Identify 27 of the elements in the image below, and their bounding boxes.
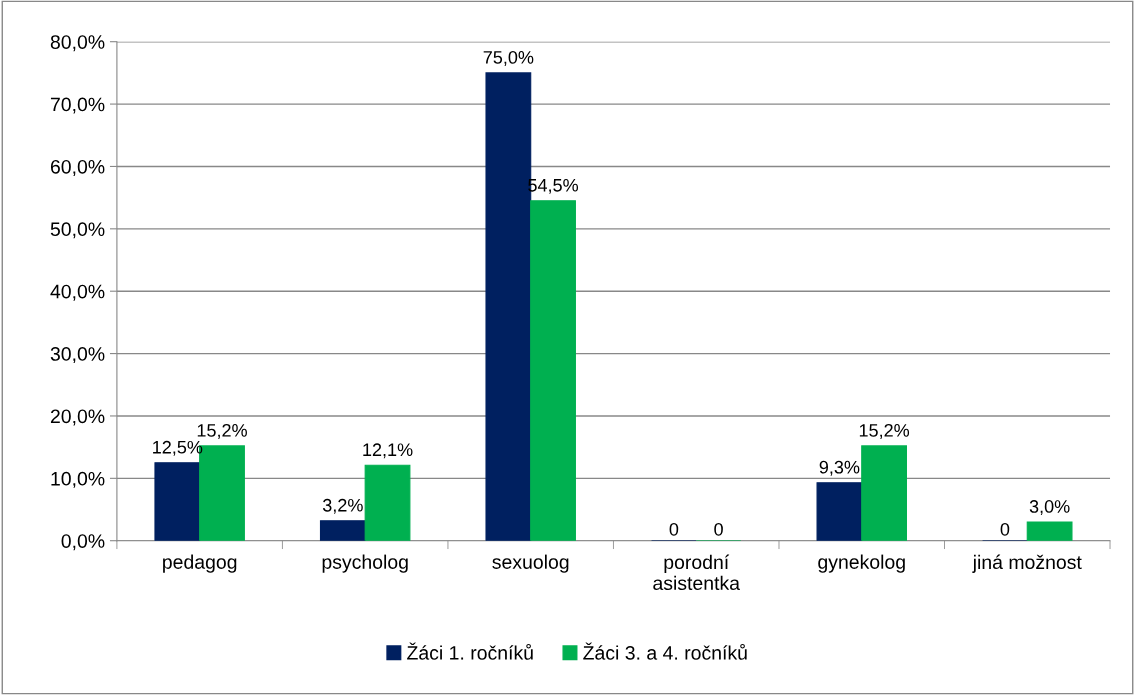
y-tick-label: 60,0% bbox=[50, 159, 105, 176]
y-tick-label: 50,0% bbox=[50, 222, 105, 239]
data-label: 12,1% bbox=[363, 443, 413, 459]
x-tick-label: gynekolog bbox=[818, 554, 905, 573]
x-tick-label: porodní asistentka bbox=[653, 554, 740, 591]
data-label: 0 bbox=[669, 522, 679, 536]
x-tick-label: psycholog bbox=[322, 554, 408, 573]
data-label: 3,0% bbox=[1029, 500, 1070, 516]
data-label: 3,2% bbox=[322, 498, 363, 514]
x-tick-label: sexuolog bbox=[492, 554, 569, 573]
data-label: 0 bbox=[1000, 522, 1010, 536]
legend-label: Žáci 1. ročníků bbox=[407, 642, 533, 660]
x-tick-label: jiná možnost bbox=[972, 554, 1082, 573]
legend-label: Žáci 3. a 4. ročníků bbox=[583, 642, 747, 660]
data-label: 15,2% bbox=[859, 423, 910, 439]
y-tick-label: 20,0% bbox=[50, 409, 105, 426]
data-label: 15,2% bbox=[197, 423, 247, 439]
y-tick-label: 80,0% bbox=[50, 35, 105, 52]
data-label: 75,0% bbox=[483, 50, 534, 66]
y-tick-label: 40,0% bbox=[50, 284, 105, 301]
y-tick-label: 30,0% bbox=[50, 347, 105, 364]
y-tick-label: 70,0% bbox=[50, 97, 105, 114]
data-label: 0 bbox=[714, 522, 723, 536]
data-label: 9,3% bbox=[819, 460, 860, 476]
y-tick-label: 0,0% bbox=[61, 534, 105, 551]
y-tick-label: 10,0% bbox=[51, 471, 105, 488]
x-tick-label: pedagog bbox=[163, 554, 237, 573]
